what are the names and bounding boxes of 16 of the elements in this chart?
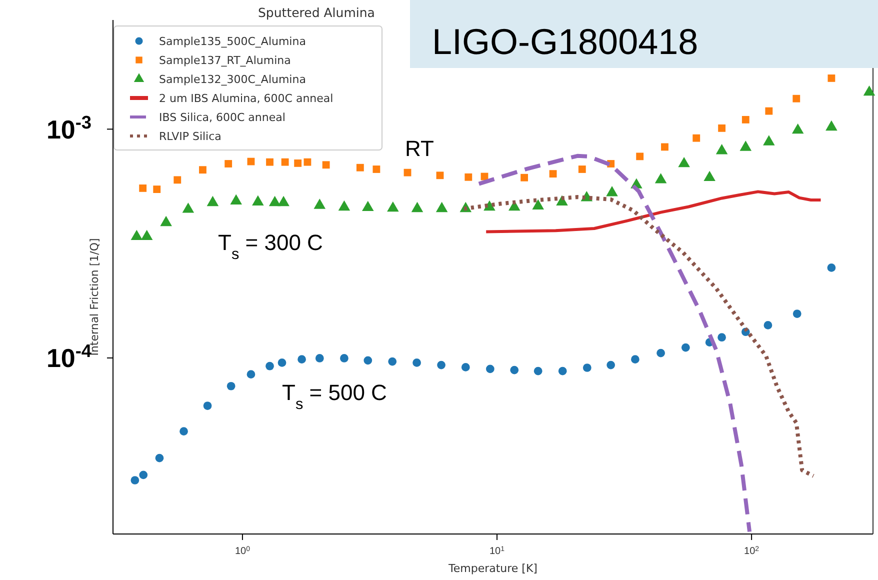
legend-label: Sample135_500C_Alumina [159, 35, 306, 48]
annotation: T$_{s}$ = 500 C [282, 380, 388, 412]
annotation: T$_{s}$ = 300 C [218, 230, 324, 262]
y-tick-label: 10$^{-3}$ [46, 112, 92, 144]
legend-label: IBS Silica, 600C anneal [159, 111, 286, 124]
legend-label: RLVIP Silica [159, 130, 222, 143]
chart-title: Sputtered Alumina [258, 5, 375, 20]
x-tick-label: 10$^{1}$ [489, 546, 505, 557]
annotation: RT [405, 136, 434, 161]
annotation: LIGO-G1800418 [432, 21, 698, 62]
legend-label: Sample132_300C_Alumina [159, 73, 306, 86]
x-tick-label: 10$^{2}$ [744, 546, 760, 557]
legend-label: 2 um IBS Alumina, 600C anneal [159, 92, 334, 105]
x-axis-title: Temperature [K] [448, 562, 538, 575]
x-tick-label: 10$^{0}$ [234, 546, 250, 557]
legend-label: Sample137_RT_Alumina [159, 54, 291, 67]
